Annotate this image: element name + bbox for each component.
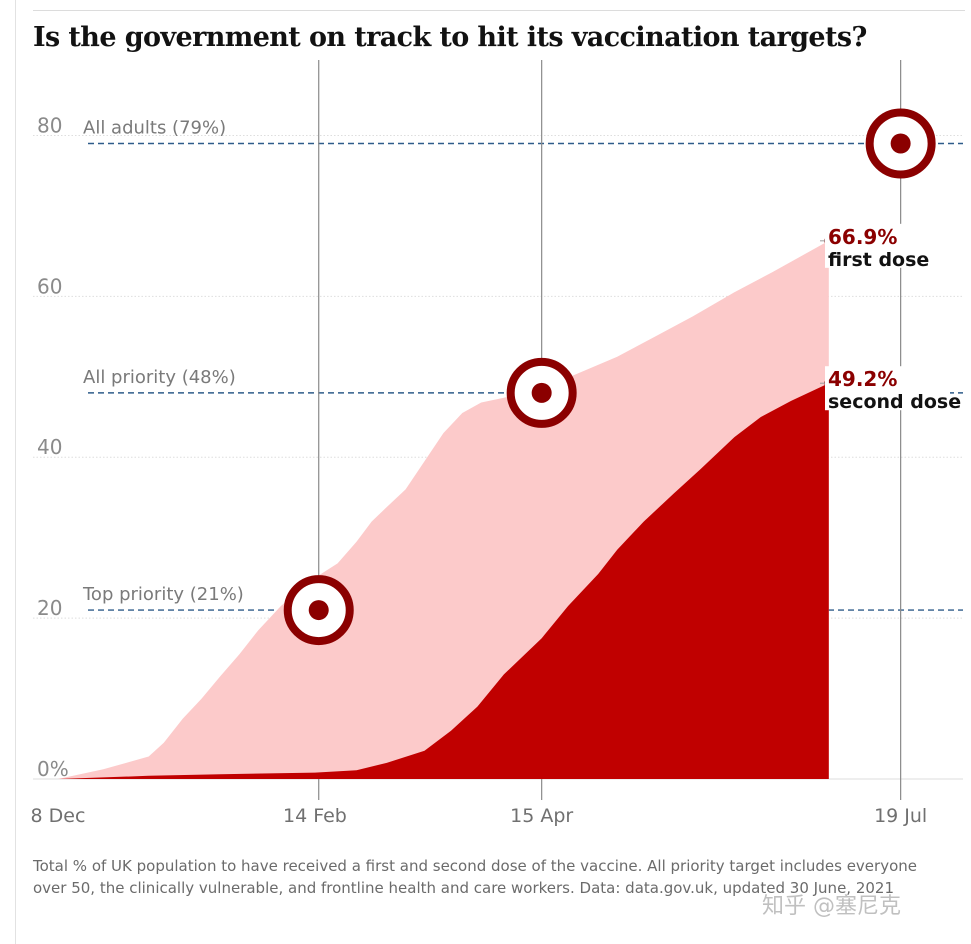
- series-name: second dose: [828, 391, 961, 413]
- y-tick-label: 60: [37, 274, 62, 298]
- series-end-value: 66.9%: [828, 225, 897, 249]
- x-tick-label: 15 Apr: [510, 805, 573, 827]
- chart-title: Is the government on track to hit its va…: [33, 22, 867, 53]
- x-tick-label: 8 Dec: [31, 805, 86, 827]
- target-dot-3: [890, 133, 911, 154]
- vaccination-chart: 0% 20 40 60 80 8 Dec 14 Feb 15 Apr 19 Jul Top p…: [31, 60, 963, 827]
- target-label-1: Top priority (21%): [82, 584, 244, 605]
- target-dot-2: [531, 382, 552, 403]
- y-tick-label: 0%: [37, 757, 69, 781]
- y-tick-label: 80: [37, 113, 62, 137]
- series-label-background: [825, 223, 950, 268]
- series-name: first dose: [828, 249, 929, 271]
- watermark: 知乎 @塞尼克: [762, 894, 901, 919]
- x-axis-labels: 8 Dec 14 Feb 15 Apr 19 Jul: [31, 805, 928, 827]
- second-dose-area: [58, 383, 829, 779]
- y-tick-label: 20: [37, 596, 62, 620]
- target-labels: Top priority (21%) All priority (48%) All …: [82, 117, 244, 605]
- target-dot-1: [308, 600, 329, 621]
- frame-left-rule: [15, 0, 16, 944]
- frame-top-rule: [33, 10, 965, 11]
- dose-areas: [58, 240, 829, 780]
- x-tick-label: 19 Jul: [874, 805, 927, 827]
- series-end-labels: 66.9%first dose 49.2%second dose: [820, 223, 961, 413]
- series-label-background: [825, 366, 950, 411]
- series-end-value: 49.2%: [828, 367, 897, 391]
- y-tick-label: 40: [37, 435, 62, 459]
- chart-caption: Total % of UK population to have receive…: [33, 857, 917, 897]
- target-label-3: All adults (79%): [83, 117, 226, 138]
- y-axis-labels: 0% 20 40 60 80: [37, 113, 69, 781]
- target-markers: [283, 108, 936, 646]
- target-label-2: All priority (48%): [83, 367, 236, 388]
- x-tick-label: 14 Feb: [283, 805, 347, 827]
- target-lines: [88, 142, 963, 611]
